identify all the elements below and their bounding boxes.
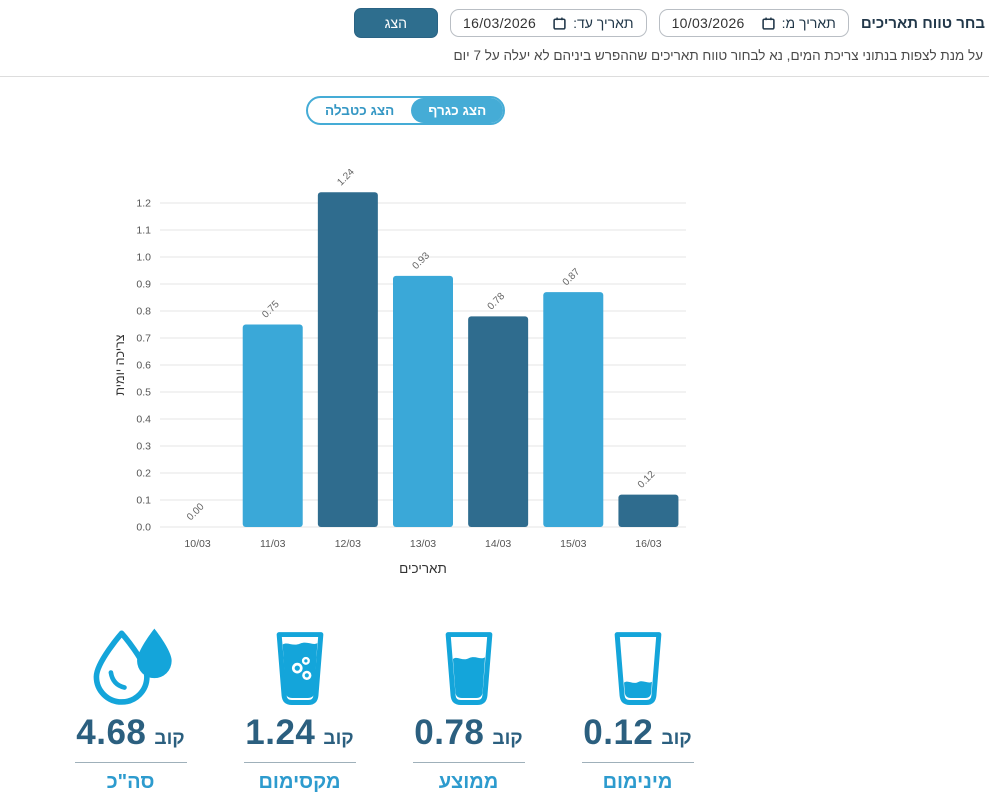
- date-to-field[interactable]: תאריך עד: 16/03/2026: [450, 9, 647, 37]
- x-tick-label: 13/03: [410, 538, 436, 550]
- page-title: בחר טווח תאריכים: [860, 14, 985, 32]
- stat-label: מקסימום: [258, 771, 341, 793]
- stat-total: 4.68 קוב סה"כ: [46, 623, 215, 794]
- bar-value-label: 0.93: [410, 250, 432, 272]
- date-from-field[interactable]: תאריך מ: 10/03/2026: [658, 9, 849, 37]
- x-axis-title: תאריכים: [399, 561, 447, 576]
- header-divider: [0, 76, 989, 77]
- stat-value-row: 4.68 קוב: [76, 713, 184, 753]
- y-tick-label: 0.8: [136, 306, 151, 318]
- bar-value-label: 1.24: [335, 169, 357, 188]
- stat-unit: קוב: [154, 728, 185, 749]
- bar[interactable]: [242, 324, 303, 528]
- y-tick-label: 1.1: [136, 225, 151, 237]
- stat-unit: קוב: [323, 728, 354, 749]
- bar-chart-svg: 0.0 0.1 0.2 0.3 0.4 0.5 0.6 0.7 0.8 0.9 1.0 1.1 1.2 0…: [113, 169, 686, 576]
- daily-consumption-chart: 0.0 0.1 0.2 0.3 0.4 0.5 0.6 0.7 0.8 0.9 1.0 1.1 1.2 0…: [110, 169, 734, 583]
- bar-value-label: 0.87: [561, 266, 583, 288]
- date-to-value: 16/03/2026: [463, 15, 537, 31]
- y-tick-label: 0.9: [136, 279, 151, 291]
- y-tick-label: 1.0: [136, 252, 151, 264]
- stat-minimum: 0.12 קוב מינימום: [553, 623, 722, 794]
- y-tick-label: 0.0: [136, 522, 151, 534]
- stat-divider: [412, 762, 525, 763]
- x-tick-label: 16/03: [635, 538, 661, 550]
- x-tick-label: 10/03: [184, 538, 210, 550]
- stat-value: 0.78: [414, 713, 485, 752]
- view-toggle: הצג כגרף הצג כטבלה: [306, 96, 506, 125]
- bar-value-label: 0.12: [636, 469, 658, 491]
- y-tick-label: 0.6: [136, 360, 151, 372]
- date-from-value: 10/03/2026: [671, 15, 745, 31]
- bar[interactable]: [618, 494, 679, 527]
- y-tick-label: 0.3: [136, 441, 151, 453]
- bar-value-label: 0.00: [185, 501, 207, 523]
- stat-value: 0.12: [583, 713, 654, 752]
- y-tick-label: 0.1: [136, 495, 151, 507]
- date-range-hint: על מנת לצפות בנתוני צריכת המים, נא לבחור…: [453, 48, 983, 63]
- bar[interactable]: [543, 292, 604, 527]
- stat-divider: [74, 762, 187, 763]
- stat-maximum: 1.24 קוב מקסימום: [215, 623, 384, 794]
- date-range-controls: בחר טווח תאריכים תאריך מ: 10/03/2026 תאר…: [0, 8, 989, 38]
- x-tick-label: 15/03: [560, 538, 586, 550]
- show-button[interactable]: הצג: [353, 8, 439, 38]
- y-tick-label: 0.7: [136, 333, 151, 345]
- stat-value: 4.68: [76, 713, 147, 752]
- calendar-icon[interactable]: [761, 17, 775, 30]
- date-from-label: תאריך מ:: [781, 15, 836, 31]
- bar-value-label: 0.78: [486, 291, 508, 313]
- stat-value-row: 1.24 קוב: [245, 713, 353, 753]
- y-axis-title: צריכה יומית: [113, 334, 127, 395]
- date-to-label: תאריך עד:: [573, 15, 634, 31]
- y-tick-label: 1.2: [136, 198, 151, 210]
- stat-value-row: 0.78 קוב: [414, 713, 522, 753]
- show-as-table-tab[interactable]: הצג כטבלה: [308, 98, 411, 123]
- x-tick-label: 12/03: [335, 538, 361, 550]
- x-tick-label: 14/03: [485, 538, 511, 550]
- bar[interactable]: [393, 275, 453, 527]
- y-tick-label: 0.2: [136, 468, 151, 480]
- calendar-icon[interactable]: [553, 17, 566, 30]
- glass-full-icon: [271, 623, 329, 709]
- stat-divider: [243, 762, 356, 763]
- y-tick-label: 0.5: [136, 387, 151, 399]
- stat-label: ממוצע: [438, 771, 499, 793]
- water-drop-icon: [84, 623, 178, 709]
- bar[interactable]: [468, 316, 529, 527]
- stat-label: מינימום: [602, 771, 673, 793]
- glass-medium-icon: [440, 623, 498, 709]
- stat-unit: קוב: [661, 728, 692, 749]
- y-tick-label: 0.4: [136, 414, 151, 426]
- bar[interactable]: [317, 192, 378, 527]
- stat-value: 1.24: [245, 713, 316, 752]
- date-range-header: בחר טווח תאריכים תאריך מ: 10/03/2026 תאר…: [0, 0, 997, 77]
- stat-label: סה"כ: [106, 771, 155, 793]
- glass-low-icon: [609, 623, 667, 709]
- stat-average: 0.78 קוב ממוצע: [384, 623, 553, 794]
- bar-value-label: 0.75: [260, 299, 282, 321]
- stat-unit: קוב: [492, 728, 523, 749]
- stat-divider: [581, 762, 694, 763]
- consumption-stats: 0.12 קוב מינימום 0.78 קוב ממוצע: [46, 623, 722, 794]
- x-tick-label: 11/03: [260, 538, 286, 550]
- stat-value-row: 0.12 קוב: [583, 713, 691, 753]
- show-as-graph-tab[interactable]: הצג כגרף: [411, 98, 504, 123]
